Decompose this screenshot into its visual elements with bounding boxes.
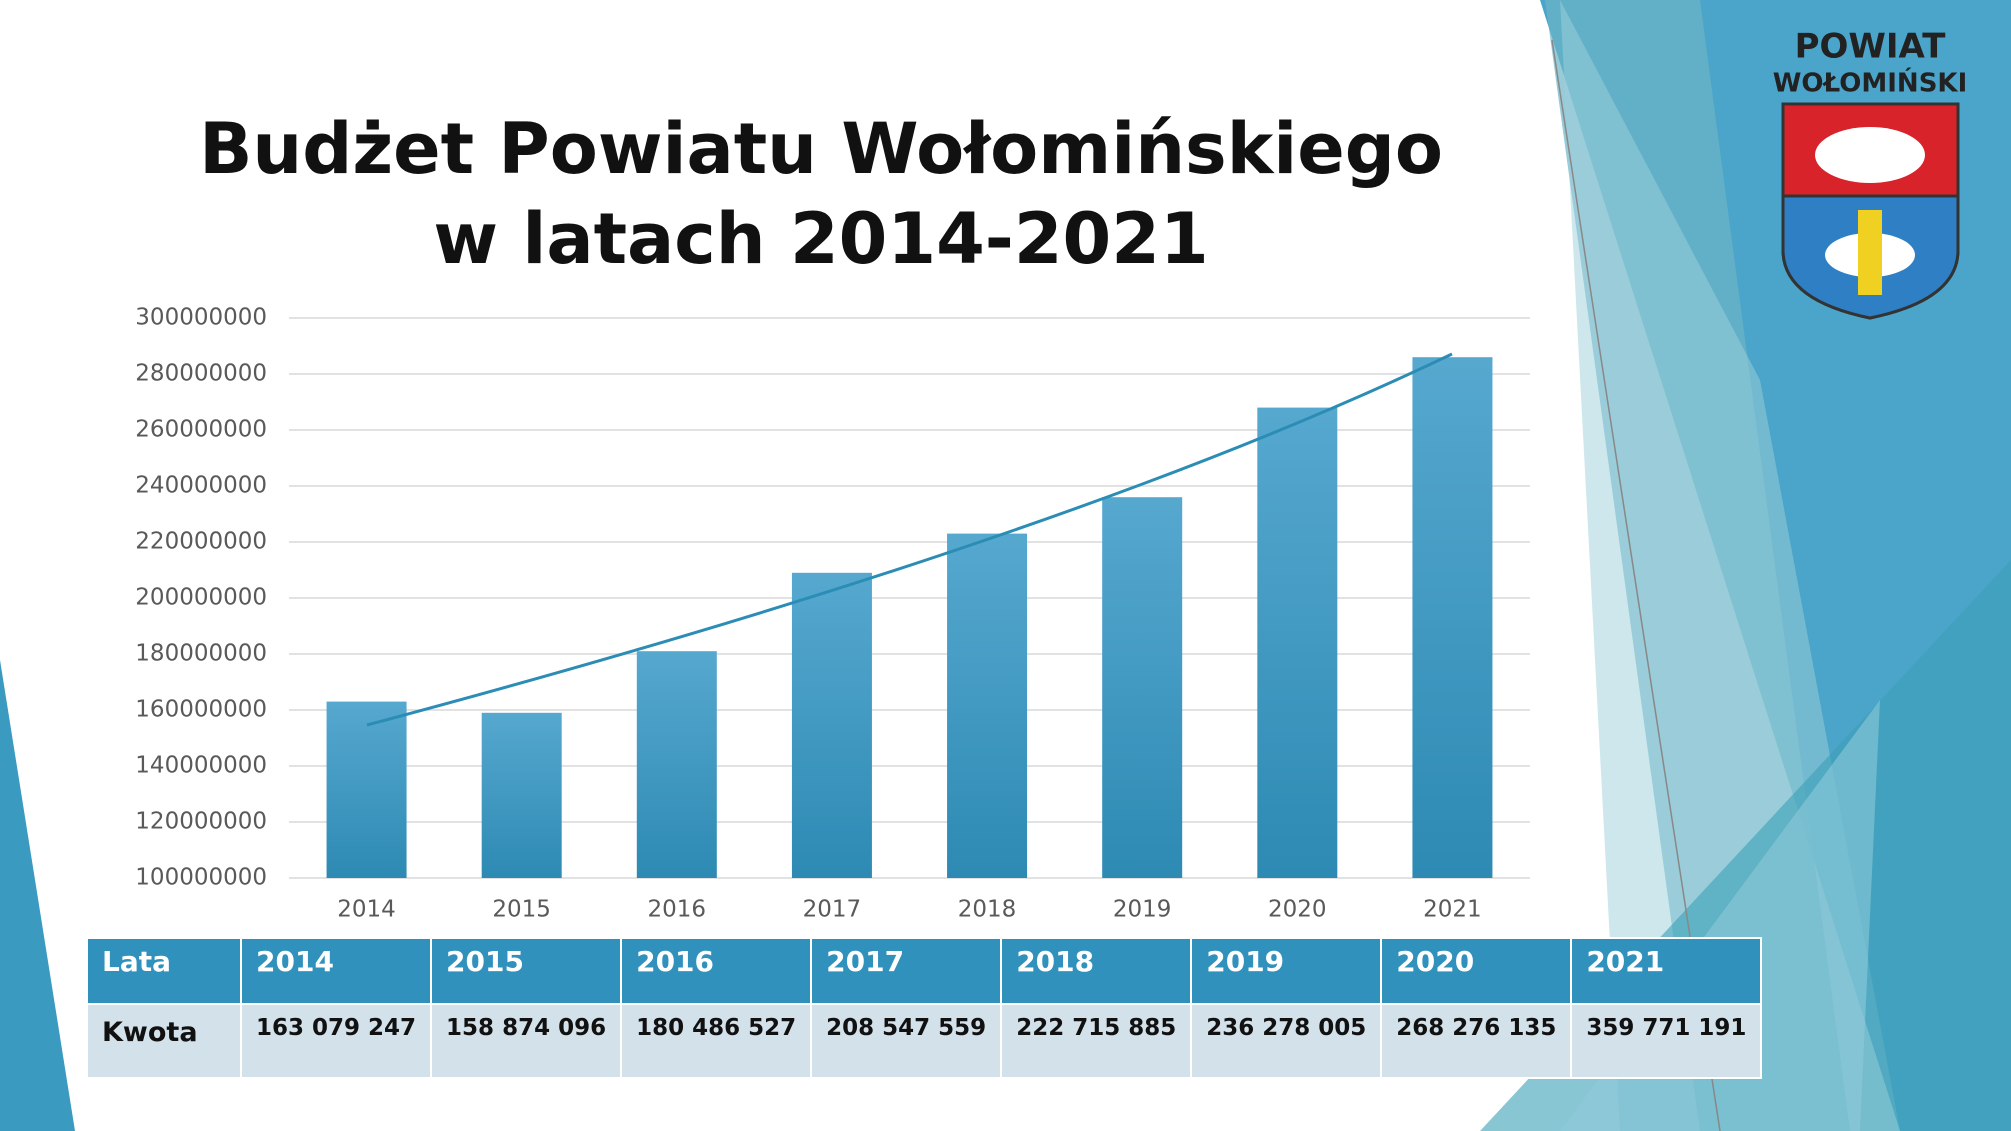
y-tick-label: 280000000	[135, 361, 267, 387]
bar	[1257, 407, 1338, 878]
table-cell: 158 874 096	[430, 1003, 623, 1079]
y-tick-label: 240000000	[135, 473, 267, 499]
table-cell: 208 547 559	[810, 1003, 1003, 1079]
y-tick-label: 160000000	[135, 697, 267, 723]
table-cell: 359 771 191	[1570, 1003, 1763, 1079]
y-tick-label: 220000000	[135, 529, 267, 555]
chart-title: Budżet Powiatu Wołomińskiego	[199, 108, 1443, 190]
table-cell: 2018	[1000, 937, 1193, 1005]
bar	[326, 701, 407, 878]
bar	[947, 533, 1028, 878]
y-tick-label: 200000000	[135, 585, 267, 611]
table-cell: 2021	[1570, 937, 1763, 1005]
table-cell: 2015	[430, 937, 623, 1005]
table-cell: 222 715 885	[1000, 1003, 1193, 1079]
table-row: Kwota 163 079 247 158 874 096 180 486 527 20…	[86, 1003, 1763, 1079]
chart-subtitle: w latach 2014-2021	[433, 198, 1208, 280]
table-cell: 236 278 005	[1190, 1003, 1383, 1079]
table-cell: 163 079 247	[239, 1003, 433, 1079]
x-tick-label: 2015	[492, 897, 551, 923]
table-cell: Lata	[86, 937, 242, 1005]
logo-line1: POWIAT	[1795, 27, 1947, 67]
table-cell: 2014	[239, 937, 433, 1005]
x-tick-label: 2014	[337, 897, 396, 923]
y-tick-label: 300000000	[135, 305, 267, 331]
x-tick-label: 2019	[1113, 897, 1172, 923]
x-tick-label: 2018	[958, 897, 1017, 923]
x-tick-label: 2017	[803, 897, 862, 923]
x-tick-label: 2021	[1423, 897, 1482, 923]
data-table: Lata 2014 2015 2016 2017 2018 2019 2020 2021 Kwot…	[86, 937, 1763, 1079]
y-tick-label: 100000000	[135, 865, 267, 891]
logo-line2: WOŁOMIŃSKI	[1773, 67, 1968, 99]
bar	[481, 712, 562, 878]
y-tick-label: 120000000	[135, 809, 267, 835]
table-row: Lata 2014 2015 2016 2017 2018 2019 2020 2021	[86, 937, 1763, 1005]
bar	[1102, 497, 1183, 878]
table-cell: 2017	[810, 937, 1003, 1005]
y-tick-label: 180000000	[135, 641, 267, 667]
bar	[1412, 357, 1493, 878]
table-cell: 2019	[1190, 937, 1383, 1005]
table-cell: Kwota	[86, 1003, 242, 1079]
table-cell: 2016	[620, 937, 813, 1005]
y-tick-label: 260000000	[135, 417, 267, 443]
bar	[636, 651, 717, 878]
x-tick-label: 2020	[1268, 897, 1327, 923]
y-tick-label: 140000000	[135, 753, 267, 779]
trend-line	[366, 352, 1453, 727]
table-cell: 2020	[1380, 937, 1573, 1005]
bar	[791, 572, 872, 878]
table-cell: 268 276 135	[1380, 1003, 1573, 1079]
logo: POWIAT WOŁOMIŃSKI	[1773, 27, 1968, 320]
table-cell: 180 486 527	[620, 1003, 813, 1079]
x-tick-label: 2016	[648, 897, 707, 923]
